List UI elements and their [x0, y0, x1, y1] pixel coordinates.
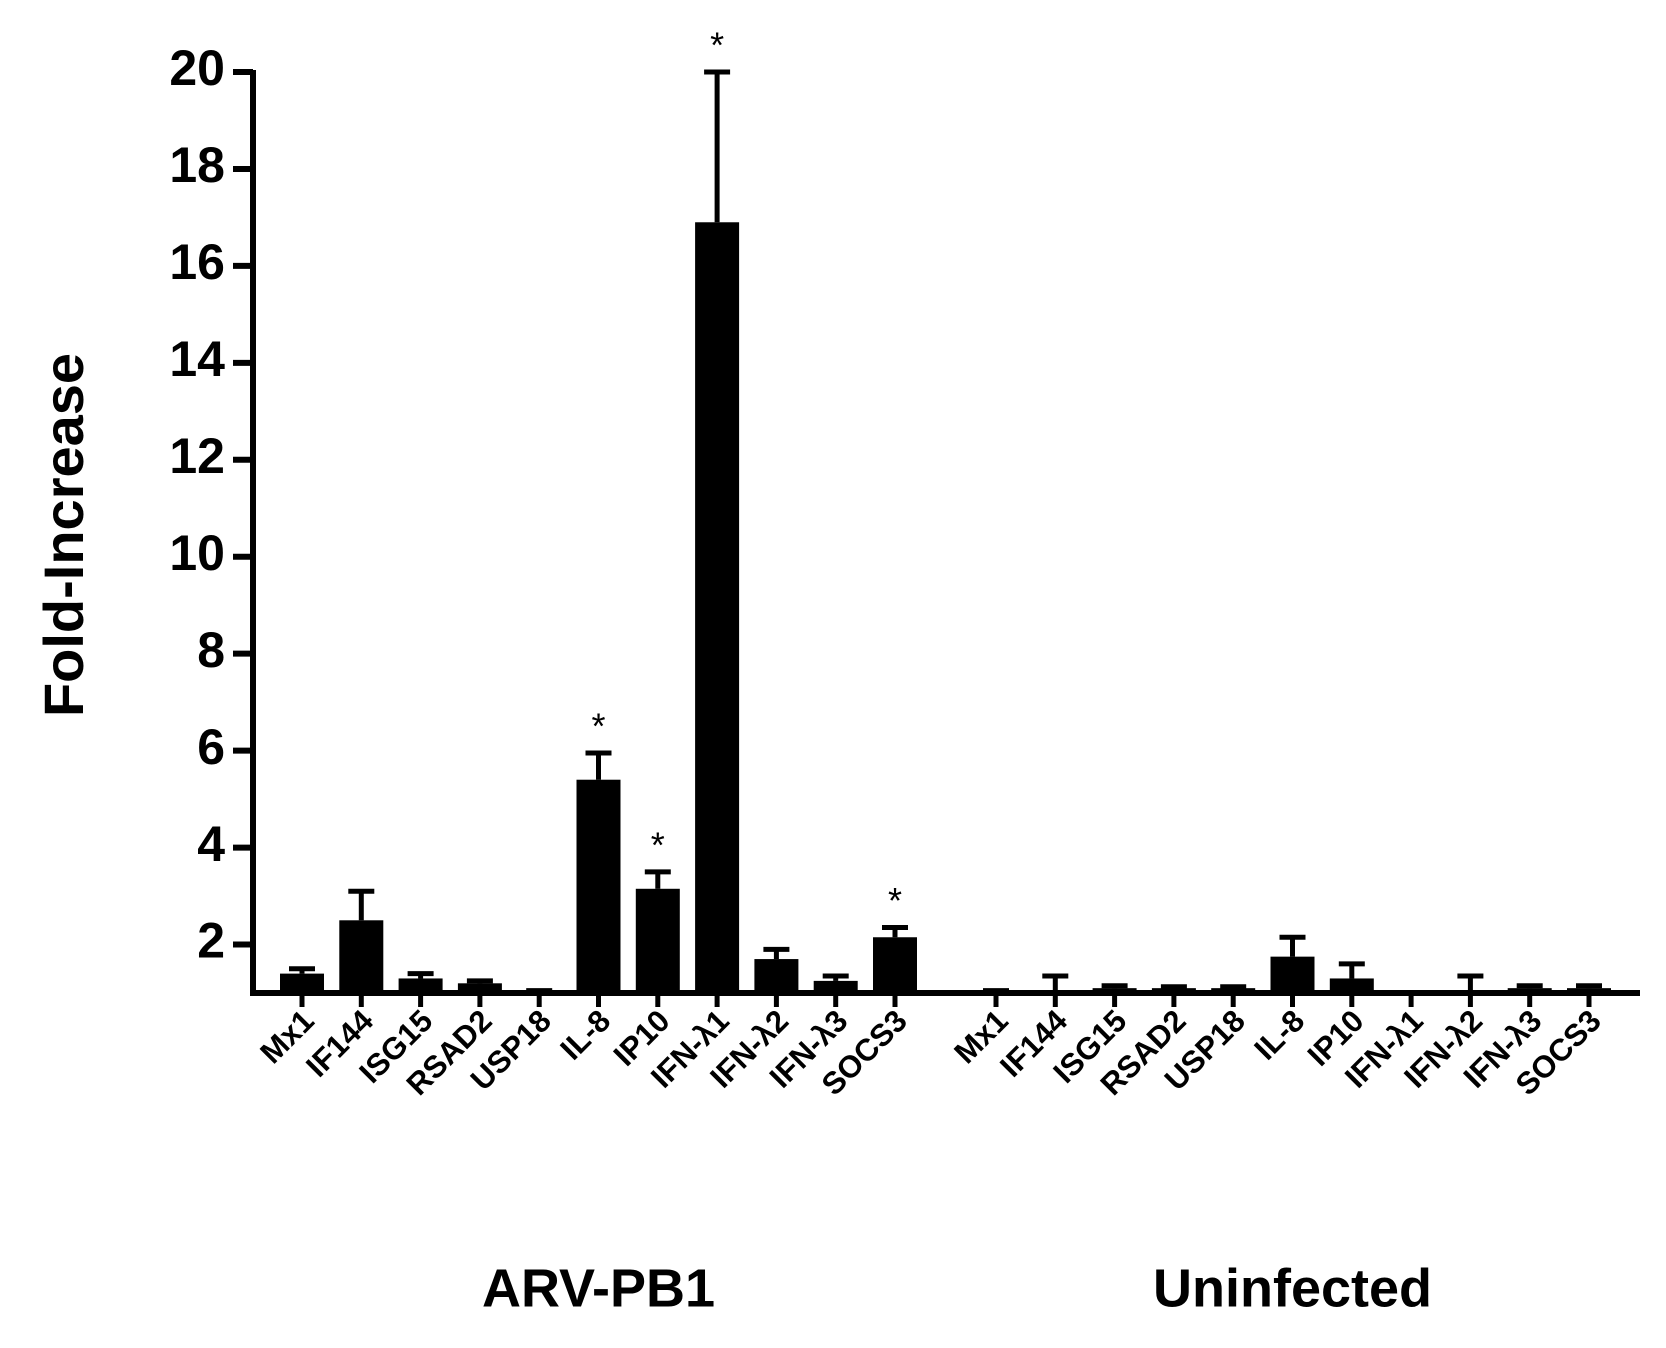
y-tick-label: 12: [169, 428, 225, 484]
bar: [974, 990, 1018, 994]
bar: [1507, 988, 1552, 993]
y-tick-label: 16: [169, 234, 225, 290]
annotation: *: [651, 824, 665, 865]
bar: [398, 978, 443, 993]
bar: [280, 973, 324, 993]
bar: [1270, 956, 1315, 993]
y-tick-label: 2: [197, 913, 225, 969]
y-tick-label: 14: [169, 331, 225, 387]
y-tick-label: 18: [169, 137, 225, 193]
bar: [1092, 988, 1137, 993]
bar: [339, 920, 384, 993]
y-tick-label: 20: [169, 40, 225, 96]
x-tick-label: IL-8: [1248, 1003, 1312, 1067]
bar: [517, 990, 562, 994]
y-tick-label: 4: [197, 816, 225, 872]
y-axis-label: Fold-Increase: [32, 353, 95, 717]
bar: [1211, 988, 1256, 993]
y-tick-label: 6: [197, 719, 225, 775]
y-tick-label: 10: [169, 525, 225, 581]
bar: [873, 937, 917, 993]
bar: [1448, 990, 1493, 994]
bar: [1329, 978, 1374, 993]
bar: [754, 959, 799, 993]
bar: [1151, 988, 1196, 993]
group-label: Uninfected: [1153, 1258, 1432, 1318]
bar: [576, 779, 621, 993]
y-tick-label: 8: [197, 622, 225, 678]
annotation: *: [591, 706, 605, 747]
bar: [457, 983, 502, 993]
annotation: *: [710, 25, 724, 66]
annotation: *: [888, 880, 902, 921]
x-tick-label: IL-8: [554, 1003, 618, 1067]
bar: [695, 222, 740, 993]
bar: [813, 980, 858, 993]
bar: [635, 888, 680, 993]
bar: [1567, 988, 1611, 993]
group-label: ARV-PB1: [482, 1258, 715, 1318]
